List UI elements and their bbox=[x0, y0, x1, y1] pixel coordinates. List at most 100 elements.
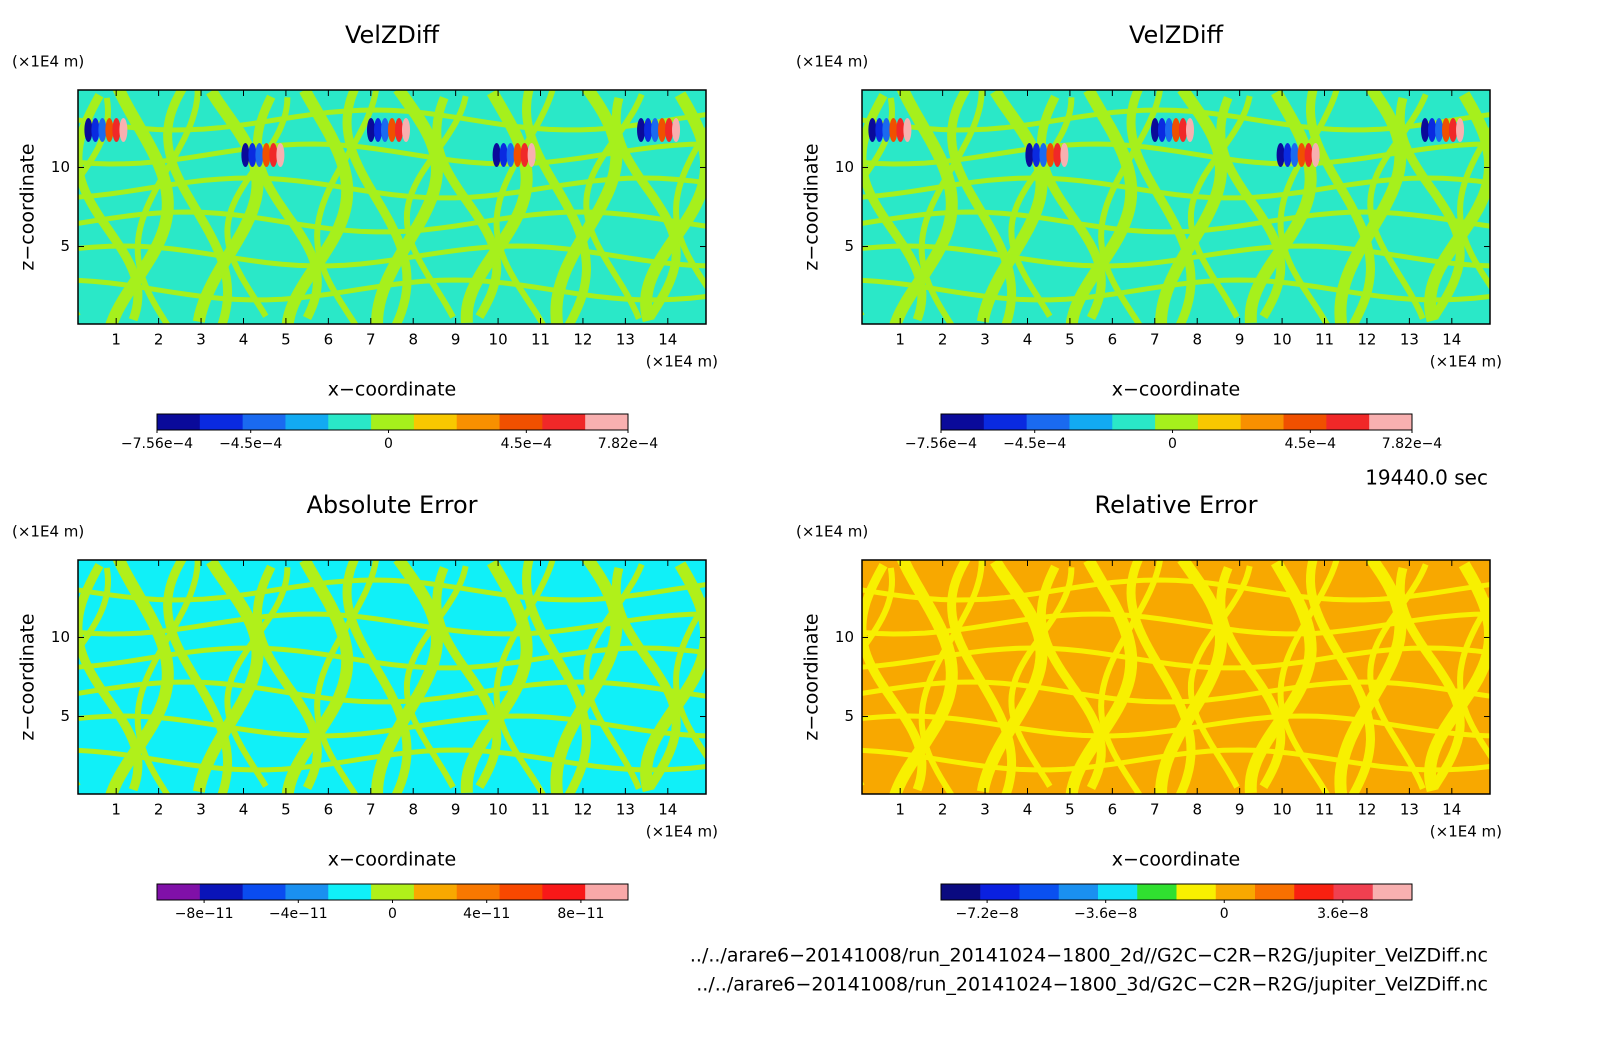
colorbar-segment bbox=[1240, 414, 1285, 430]
field-pattern bbox=[947, 90, 1017, 324]
x-tick-label: 13 bbox=[616, 801, 635, 819]
field-pattern bbox=[918, 90, 985, 324]
field-pattern bbox=[550, 560, 623, 794]
y-tick-label: 10 bbox=[51, 628, 70, 646]
field-pattern bbox=[862, 175, 1490, 201]
colorbar-segment bbox=[1283, 414, 1327, 430]
x-tick-label: 7 bbox=[366, 801, 376, 819]
field-pattern bbox=[862, 577, 1490, 603]
x-tick-label: 4 bbox=[239, 801, 249, 819]
field-pattern bbox=[527, 143, 536, 167]
field-pattern bbox=[673, 125, 706, 291]
field-pattern bbox=[673, 595, 706, 761]
field-pattern bbox=[499, 143, 508, 167]
colorbar-segment bbox=[1333, 884, 1374, 900]
field-pattern bbox=[1187, 565, 1253, 789]
y-unit: (×1E4 m) bbox=[12, 523, 84, 541]
colorbar-tick-label: 0 bbox=[384, 436, 393, 452]
field-pattern bbox=[262, 143, 271, 167]
y-unit: (×1E4 m) bbox=[12, 53, 84, 71]
field-pattern bbox=[658, 118, 667, 142]
field-pattern bbox=[868, 118, 877, 142]
colorbar-segment bbox=[199, 414, 244, 430]
field-pattern bbox=[492, 143, 501, 167]
colorbar-tick-label: 7.82e−4 bbox=[1382, 436, 1443, 452]
field-pattern bbox=[1126, 90, 1196, 324]
colorbar-segment bbox=[542, 884, 586, 900]
field-pattern bbox=[1457, 125, 1490, 291]
colorbar-segment bbox=[1112, 414, 1156, 430]
x-tick-label: 3 bbox=[980, 331, 990, 349]
field-pattern bbox=[78, 107, 706, 133]
field-pattern bbox=[1158, 118, 1166, 142]
field bbox=[78, 90, 706, 324]
field-pattern bbox=[550, 90, 623, 324]
field-pattern bbox=[84, 118, 93, 142]
field-pattern bbox=[78, 277, 706, 303]
x-tick-label: 14 bbox=[658, 801, 677, 819]
y-axis-label: z−coordinate bbox=[17, 613, 39, 740]
field-pattern bbox=[947, 560, 1017, 794]
colorbar-tick-label: 3.6e−8 bbox=[1317, 906, 1369, 922]
colorbar-segment bbox=[285, 884, 329, 900]
x-tick-label: 7 bbox=[1150, 331, 1160, 349]
field-pattern bbox=[1297, 143, 1306, 167]
colorbar-segment bbox=[242, 884, 286, 900]
x-tick-label: 5 bbox=[281, 801, 291, 819]
field-pattern bbox=[1008, 567, 1075, 788]
field-pattern bbox=[105, 118, 114, 142]
field-pattern bbox=[403, 95, 469, 319]
file-path: ../../arare6−20141008/run_20141024−1800_… bbox=[696, 974, 1488, 996]
field-pattern bbox=[78, 645, 706, 671]
x-tick-label: 10 bbox=[1273, 331, 1292, 349]
panel-title: Absolute Error bbox=[306, 491, 477, 519]
field-pattern bbox=[665, 118, 674, 142]
colorbar-segment bbox=[1197, 414, 1242, 430]
colorbar-tick-label: −4.5e−4 bbox=[1003, 436, 1066, 452]
field-pattern bbox=[1305, 90, 1376, 324]
field-pattern bbox=[1036, 564, 1106, 790]
field-pattern bbox=[78, 567, 112, 786]
colorbar-segment bbox=[157, 884, 201, 900]
colorbar-tick-label: −3.6e−8 bbox=[1074, 906, 1137, 922]
field bbox=[78, 560, 706, 794]
colorbar-tick-label: −4e−11 bbox=[269, 906, 328, 922]
colorbar-tick-label: −4.5e−4 bbox=[219, 436, 282, 452]
field-pattern bbox=[91, 118, 100, 142]
x-tick-label: 2 bbox=[938, 331, 948, 349]
colorbar-segment bbox=[1176, 884, 1217, 900]
colorbar-tick-label: 0 bbox=[1220, 906, 1229, 922]
x-tick-label: 8 bbox=[1192, 331, 1202, 349]
x-unit: (×1E4 m) bbox=[646, 823, 718, 841]
x-tick-label: 2 bbox=[938, 801, 948, 819]
colorbar-segment bbox=[371, 884, 415, 900]
field-pattern bbox=[78, 611, 706, 637]
field-pattern bbox=[224, 97, 291, 318]
colorbar-segment bbox=[285, 414, 329, 430]
field-pattern bbox=[1421, 118, 1430, 142]
field-pattern bbox=[163, 90, 233, 324]
field-pattern bbox=[875, 118, 884, 142]
field-pattern bbox=[1428, 118, 1437, 142]
panel-title: VelZDiff bbox=[345, 21, 440, 49]
field-pattern bbox=[78, 243, 706, 269]
colorbar-segment bbox=[1326, 414, 1370, 430]
y-tick-label: 10 bbox=[835, 628, 854, 646]
field-pattern bbox=[1395, 566, 1465, 789]
field-pattern bbox=[918, 560, 985, 794]
colorbar-frame bbox=[940, 413, 1413, 431]
x-tick-label: 14 bbox=[1442, 331, 1461, 349]
field-pattern bbox=[78, 679, 706, 705]
y-unit: (×1E4 m) bbox=[796, 523, 868, 541]
field-pattern bbox=[1187, 95, 1253, 319]
field-pattern bbox=[255, 143, 264, 167]
field-pattern bbox=[1457, 595, 1490, 761]
field-pattern bbox=[889, 118, 898, 142]
field-pattern bbox=[395, 118, 403, 142]
field-pattern bbox=[381, 118, 389, 142]
field-pattern bbox=[367, 118, 375, 142]
field-pattern bbox=[1442, 118, 1451, 142]
field-pattern bbox=[78, 141, 706, 167]
